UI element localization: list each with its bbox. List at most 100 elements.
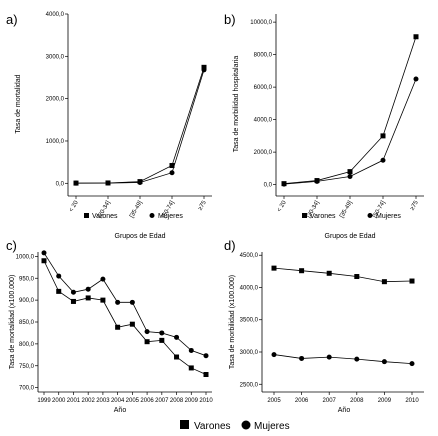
x-tick-label: < 20 (69, 199, 80, 213)
x-axis-title: Año (338, 407, 351, 414)
y-tick-label: 10000,0 (250, 20, 272, 26)
series-line-mujeres (283, 78, 417, 185)
x-tick-label: 1999 (37, 398, 51, 404)
y-tick-label: 3000,0 (46, 54, 65, 60)
point-mujeres (201, 67, 207, 73)
legend-label-varones: Varones (310, 213, 336, 220)
y-tick-label: 2500,0 (240, 382, 259, 388)
x-tick-label: 2002 (82, 398, 96, 404)
point-varones (354, 274, 360, 280)
legend-square-marker (180, 420, 189, 429)
x-tick-label: 2008 (170, 398, 184, 404)
panel-label: d) (224, 238, 236, 253)
panel-c: c) 700,0 750,0 800,0 850,0 900,0 950,0 1000,0 19… (6, 238, 213, 414)
x-tick-label: 2006 (140, 398, 154, 404)
x-axis-title: Grupos de Edad (325, 233, 376, 240)
panel-legend: Varones Mujeres (302, 213, 401, 220)
point-varones (326, 270, 332, 276)
x-axis-title: Grupos de Edad (115, 233, 166, 240)
x-tick-label: 2009 (185, 398, 199, 404)
point-mujeres (380, 157, 386, 163)
x-tick-label: [35-49] (129, 200, 144, 219)
series-line-mujeres (273, 354, 413, 365)
x-tick-label: 2000 (52, 398, 66, 404)
y-tick-label: 900,0 (19, 298, 35, 304)
y-tick-label: 4000,0 (46, 12, 65, 18)
point-mujeres (271, 352, 277, 358)
y-axis-title: Tasa de morbilidad hospitalaria (233, 56, 240, 153)
panel-label: a) (6, 12, 18, 27)
point-varones (381, 279, 387, 285)
legend-label-varones: Varones (92, 213, 118, 220)
shared-legend: Varones Mujeres (180, 420, 290, 432)
legend-label-mujeres: Mujeres (376, 213, 401, 220)
y-tick-label: 1000,0 (46, 139, 65, 145)
legend-square-marker (302, 213, 307, 218)
point-mujeres (144, 329, 150, 335)
x-tick-label: ≥75 (410, 199, 421, 211)
point-mujeres (129, 299, 135, 305)
point-varones (188, 365, 194, 371)
point-mujeres (169, 170, 175, 176)
point-mujeres (159, 330, 165, 336)
y-axis-title: Tasa de mortalidad (15, 74, 22, 133)
x-tick-label: [35-49] (339, 200, 354, 219)
x-tick-label: 2005 (126, 398, 140, 404)
point-varones (144, 339, 150, 345)
x-tick-label: 2005 (267, 398, 281, 404)
point-varones (41, 258, 47, 264)
y-axis-title: Tasa de morbilidad (x100.000) (229, 275, 236, 369)
point-mujeres (347, 174, 353, 179)
point-varones (347, 169, 353, 175)
point-varones (56, 288, 62, 294)
point-varones (409, 278, 415, 284)
point-mujeres (188, 347, 194, 353)
legend-label-varones: Varones (194, 421, 231, 432)
point-varones (169, 163, 175, 169)
x-axis-title: Año (114, 407, 127, 414)
point-mujeres (85, 286, 91, 292)
point-varones (70, 298, 76, 304)
point-varones (299, 268, 305, 274)
legend-circle-marker (241, 420, 251, 430)
y-tick-label: 4000,0 (254, 118, 273, 124)
x-tick-label: 2003 (96, 398, 110, 404)
y-tick-label: 6000,0 (254, 85, 273, 91)
y-tick-label: 800,0 (19, 342, 35, 348)
x-tick-label: 2009 (378, 398, 392, 404)
panel-d: d) 2500,0 3000,0 3500,0 4000,0 4500,0 2005 2006… (224, 238, 424, 414)
y-tick-label: 8000,0 (254, 53, 273, 59)
point-mujeres (281, 181, 287, 187)
panel-b: b) 0,0 2000,0 4000,0 6000,0 8000,0 10000,0 < 20… (224, 12, 424, 240)
panel-label: b) (224, 12, 236, 27)
point-mujeres (41, 250, 47, 256)
x-tick-label: 2007 (155, 398, 169, 404)
point-mujeres (115, 299, 121, 305)
series-line-varones (283, 36, 417, 185)
series-line-varones (43, 260, 207, 375)
point-mujeres (409, 361, 415, 367)
y-tick-label: 950,0 (19, 276, 35, 282)
point-varones (271, 265, 277, 271)
y-tick-label: 3500,0 (240, 318, 259, 324)
x-tick-label: ≥75 (198, 199, 209, 211)
point-mujeres (326, 354, 332, 360)
legend-label-mujeres: Mujeres (158, 213, 183, 220)
point-mujeres (314, 178, 320, 184)
x-tick-label: 2007 (323, 398, 337, 404)
point-varones (129, 321, 135, 327)
point-mujeres (381, 359, 387, 365)
panel-label: c) (6, 238, 17, 253)
point-mujeres (137, 179, 143, 185)
point-mujeres (56, 273, 62, 279)
point-mujeres (100, 276, 106, 282)
x-tick-label: < 20 (277, 199, 288, 213)
point-varones (174, 354, 180, 360)
x-tick-label: 2004 (111, 398, 125, 404)
y-tick-label: 3000,0 (240, 350, 259, 356)
y-axis-title: Tasa de mortalidad (x100.000) (9, 275, 16, 370)
x-tick-label: 2008 (350, 398, 364, 404)
y-tick-label: 750,0 (19, 364, 35, 370)
point-mujeres (354, 356, 360, 362)
